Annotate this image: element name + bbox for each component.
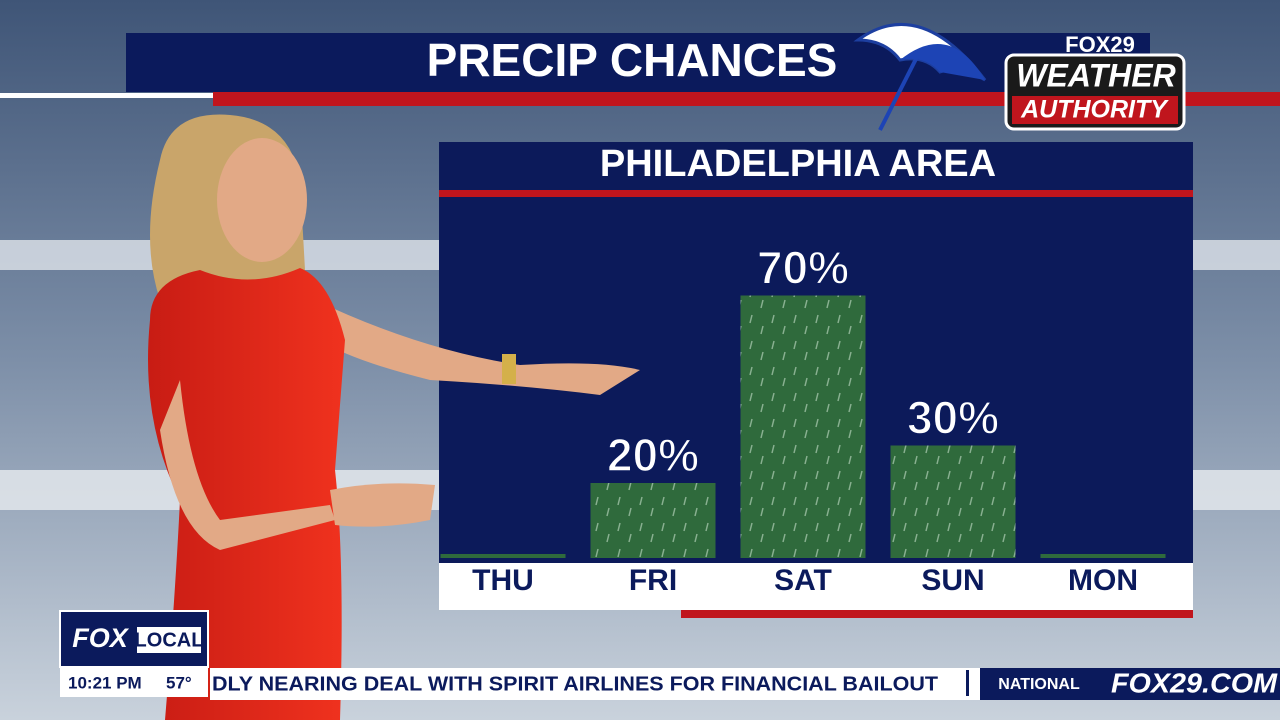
header-title: PRECIP CHANCES [427, 34, 838, 86]
station-b: LOCAL [135, 629, 204, 651]
brand-mid: WEATHER [1016, 57, 1175, 93]
brand-bottom: AUTHORITY [1020, 96, 1169, 124]
brand-logo: FOX29 WEATHER AUTHORITY [1004, 32, 1186, 131]
chart-title: PHILADELPHIA AREA [600, 143, 996, 185]
title-rule [439, 190, 1193, 197]
bar-texture [890, 445, 1016, 558]
umbrella-icon [853, 23, 987, 131]
section-box [980, 668, 1100, 700]
site: FOX29.COM [1111, 667, 1278, 698]
x-tick-label: SAT [774, 564, 832, 597]
bar [1040, 554, 1166, 558]
time-bar [60, 668, 208, 697]
category-strip [439, 563, 1193, 610]
value-label: 30% [907, 392, 999, 444]
temperature: 57° [166, 673, 192, 692]
x-tick-label: SUN [921, 564, 984, 597]
station-a: FOX [72, 623, 129, 653]
header-bar [126, 33, 1150, 92]
panel-stripe [681, 610, 1193, 618]
x-tick-label: MON [1068, 564, 1138, 597]
bar-texture [590, 483, 716, 558]
presenter [148, 114, 640, 720]
bar [440, 554, 566, 558]
header-line [0, 93, 213, 98]
brand-top: FOX29 [1065, 32, 1135, 57]
site-box [1100, 668, 1280, 700]
plot: THU FRI 20% SAT 70% SUN 30% MON [440, 241, 1166, 597]
station-b-box [137, 627, 201, 653]
time: 10:21 PM [68, 673, 142, 692]
bar-texture [740, 295, 866, 558]
x-tick-label: FRI [629, 564, 677, 597]
value-label: 70% [757, 242, 849, 294]
ticker-divider [966, 670, 969, 696]
section: NATIONAL [998, 676, 1080, 693]
value-label: 20% [607, 429, 699, 481]
station-box [59, 610, 209, 668]
ticker-text: DLY NEARING DEAL WITH SPIRIT AIRLINES FO… [212, 673, 938, 695]
x-tick-label: THU [472, 564, 534, 597]
